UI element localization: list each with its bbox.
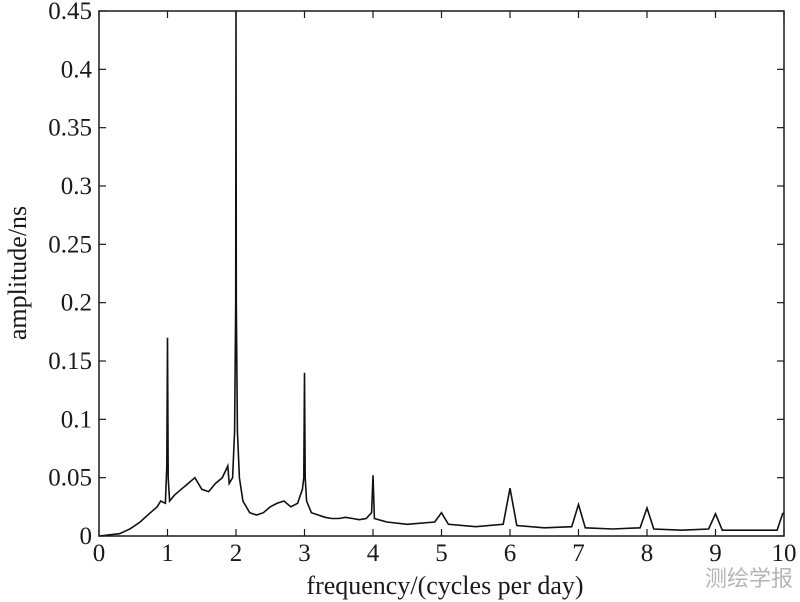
watermark: 测绘学报 bbox=[705, 567, 793, 592]
x-tick-label: 2 bbox=[230, 540, 243, 567]
y-tick-label: 0.25 bbox=[48, 231, 92, 258]
x-tick-label: 3 bbox=[298, 540, 311, 567]
y-tick-label: 0.05 bbox=[48, 465, 92, 492]
x-tick-label: 4 bbox=[367, 540, 380, 567]
series-line-0 bbox=[98, 10, 785, 537]
x-tick-label: 8 bbox=[641, 540, 654, 567]
x-tick-label: 5 bbox=[435, 540, 448, 567]
y-tick-label: 0.3 bbox=[61, 173, 92, 200]
plot-area bbox=[98, 10, 785, 537]
x-tick-label: 6 bbox=[504, 540, 517, 567]
x-tick-label: 7 bbox=[572, 540, 585, 567]
x-tick-label: 10 bbox=[772, 540, 797, 567]
y-tick-label: 0 bbox=[80, 523, 93, 550]
y-tick-label: 0.4 bbox=[61, 56, 93, 83]
y-tick-label: 0.35 bbox=[48, 115, 92, 142]
x-tick-label: 0 bbox=[93, 540, 106, 567]
y-tick-label: 0.45 bbox=[48, 0, 92, 25]
y-axis-title: amplitude/ns bbox=[3, 206, 32, 340]
x-tick-label: 1 bbox=[161, 540, 174, 567]
axes: 0 1 2 3 4 5 6 7 8 9 10 0 0.05 0.1 0.15 0.2 0.25 0.3 0.35 0.… bbox=[48, 0, 796, 567]
x-axis-title: frequency/(cycles per day) bbox=[306, 571, 583, 600]
x-tick-label: 9 bbox=[709, 540, 722, 567]
y-tick-label: 0.2 bbox=[61, 290, 92, 317]
plot-frame bbox=[98, 10, 785, 537]
y-tick-label: 0.15 bbox=[48, 348, 92, 375]
y-tick-label: 0.1 bbox=[61, 406, 92, 433]
